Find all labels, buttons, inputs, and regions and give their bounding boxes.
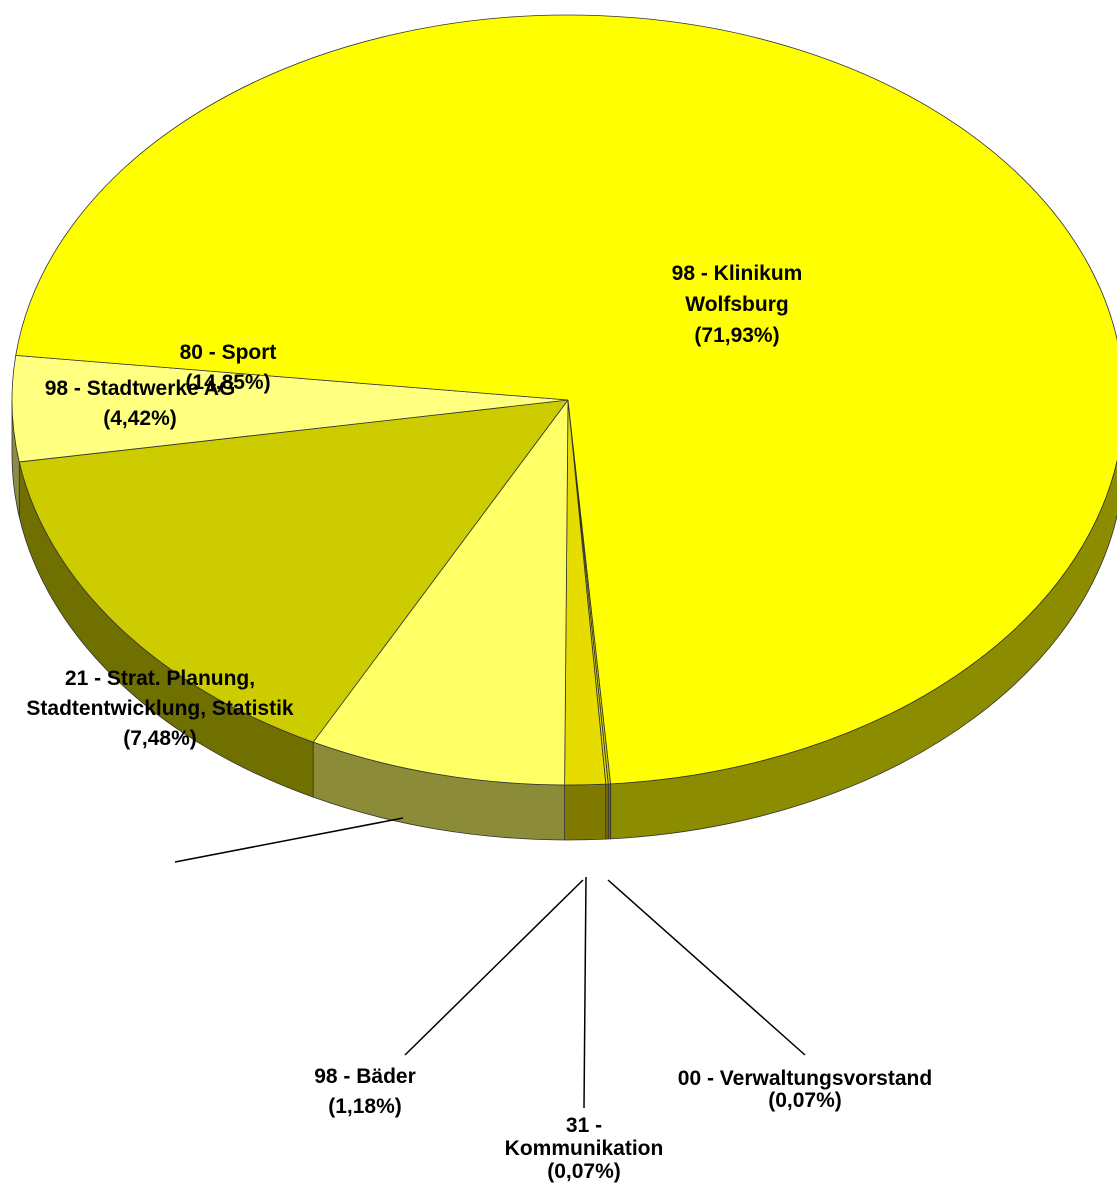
slice-label: 80 - Sport (14,85%) xyxy=(128,338,328,398)
category-label: 00 - Verwaltungsvorstand xyxy=(677,1067,933,1090)
value-label: (0,07%) xyxy=(547,1160,621,1183)
category-label: 98 - Bäder xyxy=(314,1065,416,1088)
value-label: (1,18%) xyxy=(328,1095,402,1118)
value-label: (7,48%) xyxy=(123,727,197,750)
slice xyxy=(15,14,1117,785)
slice xyxy=(312,399,569,786)
leader-line xyxy=(607,879,806,1056)
category-label: 31 - Kommunikation xyxy=(504,1114,664,1160)
slice-label: 00 - Verwaltungsvorstand (0,07%) xyxy=(615,1068,995,1112)
leader-line xyxy=(583,876,587,1109)
slice-label: 98 - Stadtwerke AG (4,42%) xyxy=(0,374,290,434)
leader-line xyxy=(174,817,404,863)
category-label: 21 - Strat. Planung, Stadtentwicklung, S… xyxy=(26,667,294,720)
leader-line xyxy=(404,879,584,1056)
slice-label: 98 - Bäder (1,18%) xyxy=(285,1062,445,1122)
slice-label: 31 - Kommunikation (0,07%) xyxy=(499,1114,669,1183)
value-label: (14,85%) xyxy=(185,371,271,394)
category-label: 98 - Stadtwerke AG xyxy=(44,377,236,400)
slice-label: 98 - Klinikum Wolfsburg (71,93%) xyxy=(627,258,847,351)
value-label: (0,07%) xyxy=(768,1089,842,1112)
slice-label: 21 - Strat. Planung, Stadtentwicklung, S… xyxy=(25,664,295,754)
value-label: (71,93%) xyxy=(694,324,780,347)
slice-side xyxy=(564,783,607,841)
category-label: 98 - Klinikum Wolfsburg xyxy=(671,262,803,316)
slice xyxy=(18,399,569,743)
category-label: 80 - Sport xyxy=(179,341,277,364)
value-label: (4,42%) xyxy=(103,407,177,430)
